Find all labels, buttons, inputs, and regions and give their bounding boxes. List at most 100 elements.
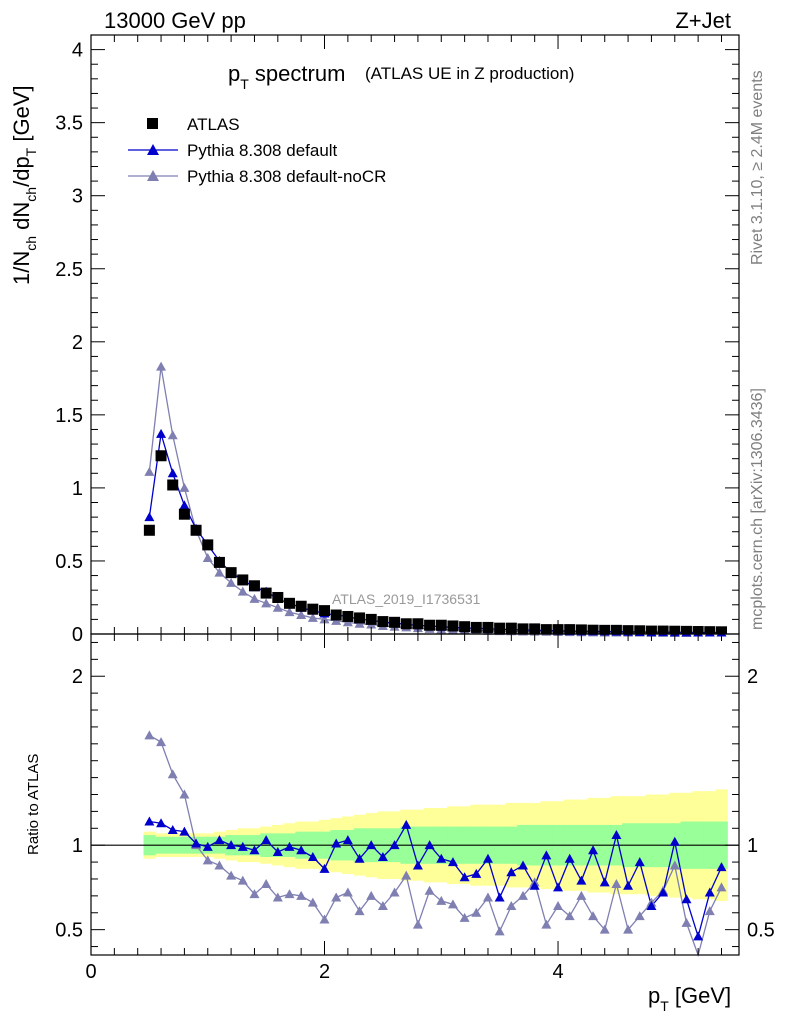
ratio-point-nocr <box>307 897 318 907</box>
point-atlas <box>248 580 260 592</box>
ratio-panel: 0.5 0.5 1 1 2 2 0 2 4 Ratio to ATLAS pT [GeV] <box>25 633 775 1014</box>
ratio-point-default <box>272 846 283 856</box>
point-nocr <box>284 607 295 617</box>
ratio-point-nocr <box>296 890 307 900</box>
ratio-point-default <box>599 877 610 887</box>
ratio-point-nocr <box>342 887 353 897</box>
point-atlas <box>155 450 167 462</box>
ratio-point-default <box>704 887 715 897</box>
ratio-point-default <box>424 840 435 850</box>
ratio-point-default <box>389 840 400 850</box>
ratio-point-default <box>261 835 272 845</box>
ratio-point-nocr <box>681 917 692 927</box>
ratio-point-nocr <box>249 889 260 899</box>
ratio-point-default <box>156 818 167 828</box>
legend: ATLAS Pythia 8.308 default Pythia 8.308 … <box>128 115 386 186</box>
ratio-point-nocr <box>144 730 155 740</box>
point-atlas <box>634 625 646 634</box>
title-rest: spectrum <box>249 61 346 86</box>
mcplots-label: mcplots.cern.ch [arXiv:1306.3436] <box>749 388 766 630</box>
ratio-point-default <box>191 838 202 848</box>
header-energy: 13000 GeV pp <box>104 8 246 33</box>
point-atlas <box>213 556 225 568</box>
ratio-point-default <box>646 901 657 911</box>
point-atlas <box>225 567 237 579</box>
ratio-ticks: 0.5 0.5 1 1 2 2 0 2 4 <box>55 634 775 983</box>
point-atlas <box>447 620 459 632</box>
point-atlas <box>202 539 214 551</box>
ratio-point-nocr <box>179 789 190 799</box>
point-atlas <box>307 603 319 615</box>
point-default <box>144 512 155 522</box>
ratio-point-default <box>634 857 645 867</box>
point-nocr <box>296 610 307 620</box>
point-atlas <box>587 624 599 634</box>
x-tick-label: 2 <box>319 961 330 983</box>
x-axis-label: pT [GeV] <box>648 983 731 1014</box>
legend-label-default: Pythia 8.308 default <box>187 141 338 160</box>
ratio-point-default <box>436 853 447 863</box>
ratio-point-default <box>226 840 237 850</box>
ratio-point-default <box>307 852 318 862</box>
x-tick-label: 4 <box>552 961 563 983</box>
x-tick-label: 0 <box>85 961 96 983</box>
ratio-point-nocr <box>459 912 470 922</box>
point-atlas <box>330 609 342 621</box>
ratio-point-default <box>284 841 295 851</box>
ratio-point-default <box>401 819 412 829</box>
point-atlas <box>167 479 179 491</box>
ratio-point-nocr <box>436 895 447 905</box>
ratio-point-nocr <box>494 926 505 936</box>
ratio-point-nocr <box>447 899 458 909</box>
ratio-point-default <box>681 894 692 904</box>
legend-marker-default <box>147 144 159 155</box>
ratio-point-nocr <box>156 737 167 747</box>
point-atlas <box>564 624 576 634</box>
xlabel-rest: [GeV] <box>669 983 731 1008</box>
ratio-point-default <box>541 850 552 860</box>
legend-label-nocr: Pythia 8.308 default-noCR <box>187 167 386 186</box>
ratio-point-nocr <box>226 870 237 880</box>
ratio-point-nocr <box>424 885 435 895</box>
ratio-point-default <box>669 836 680 846</box>
spectrum-ticks: 0 0.5 1 1.5 2 2.5 3 3.5 4 <box>55 35 739 646</box>
ratio-point-nocr <box>669 860 680 870</box>
y-tick-label: 1.5 <box>55 405 83 427</box>
ratio-point-nocr <box>272 892 283 902</box>
ratio-point-nocr <box>366 890 377 900</box>
ratio-point-default <box>202 841 213 851</box>
title-main: p <box>228 61 240 86</box>
point-atlas <box>704 626 716 634</box>
legend-marker-nocr <box>147 170 159 181</box>
ratio-point-default <box>144 816 155 826</box>
ratio-point-default <box>377 852 388 862</box>
ratio-point-nocr <box>553 901 564 911</box>
point-nocr <box>214 567 225 577</box>
point-atlas <box>319 605 331 617</box>
ratio-point-default <box>564 853 575 863</box>
ratio-point-default <box>342 835 353 845</box>
ratio-point-nocr <box>202 855 213 865</box>
point-atlas <box>178 508 190 520</box>
title-sub: T <box>240 76 249 92</box>
ratio-point-nocr <box>564 911 575 921</box>
ratio-point-nocr <box>237 875 248 885</box>
point-atlas <box>272 591 284 603</box>
ratio-point-default <box>553 882 564 892</box>
ratio-point-nocr <box>541 919 552 929</box>
point-atlas <box>680 625 692 634</box>
ratio-point-nocr <box>389 887 400 897</box>
ratio-point-nocr <box>471 907 482 917</box>
ratio-point-nocr <box>331 892 342 902</box>
ratio-point-default <box>693 931 704 941</box>
ratio-y-tick-label: 0.5 <box>55 920 83 942</box>
ratio-point-default <box>214 835 225 845</box>
point-atlas <box>260 587 272 599</box>
point-atlas <box>354 612 366 624</box>
ratio-point-nocr <box>599 924 610 934</box>
point-nocr <box>249 593 260 603</box>
ratio-point-nocr <box>261 879 272 889</box>
point-atlas <box>190 524 202 536</box>
ratio-point-nocr <box>412 919 423 929</box>
ratio-point-nocr <box>576 890 587 900</box>
